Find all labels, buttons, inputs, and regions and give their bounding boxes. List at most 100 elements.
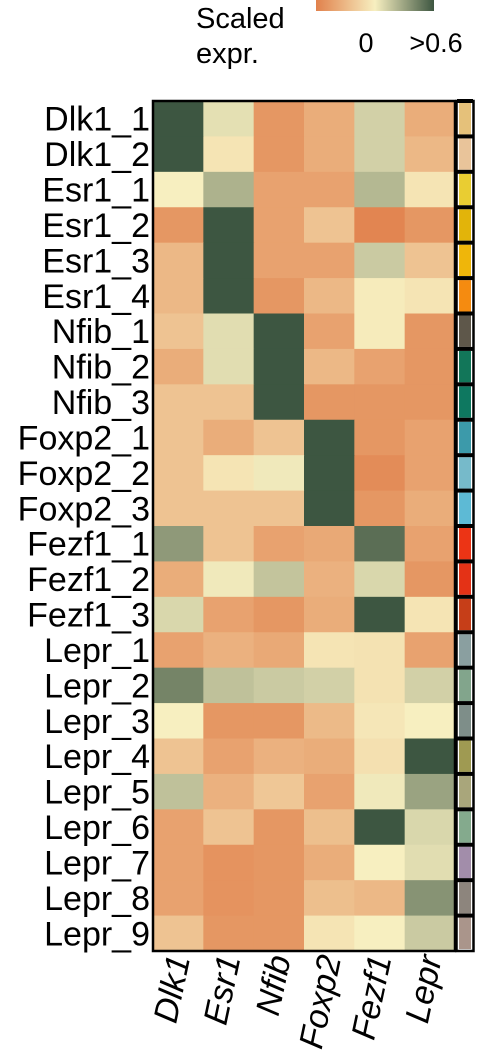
row-label: Foxp2_1	[18, 419, 150, 457]
color-legend: Scaled expr. 0 >0.6	[196, 0, 463, 70]
column-label: Esr1	[197, 952, 249, 1028]
heatmap-cell	[404, 171, 456, 208]
heatmap-cell	[354, 171, 406, 208]
heatmap-cells	[153, 101, 456, 952]
heatmap-cell	[354, 455, 406, 492]
heatmap-cell	[354, 136, 406, 173]
heatmap-cell	[404, 207, 456, 244]
heatmap-cell	[354, 773, 406, 810]
heatmap-cell	[203, 278, 255, 315]
heatmap-cell	[203, 632, 255, 669]
heatmap-cell	[203, 242, 255, 279]
heatmap-cell	[203, 773, 255, 810]
heatmap-cell	[354, 313, 406, 350]
heatmap-cell	[354, 596, 406, 633]
heatmap-cell	[304, 207, 355, 244]
heatmap-cell	[253, 278, 305, 315]
heatmap-cell	[203, 419, 255, 456]
row-label: Lepr_5	[44, 774, 150, 812]
heatmap-cell	[153, 596, 204, 633]
annotation-separator	[457, 382, 473, 387]
row-label: Dlk1_2	[44, 136, 150, 174]
annotation-swatch	[459, 669, 471, 702]
heatmap-cell	[354, 667, 406, 704]
heatmap-cell	[304, 738, 355, 775]
heatmap-cell	[404, 136, 456, 173]
heatmap-cell	[404, 738, 456, 775]
heatmap-border	[151, 99, 457, 953]
heatmap-cell	[153, 880, 204, 917]
heatmap-cell	[153, 526, 204, 563]
heatmap-cell	[354, 278, 406, 315]
heatmap-cell	[153, 384, 204, 421]
row-label: Dlk1_1	[44, 101, 150, 139]
annotation-swatch	[459, 244, 471, 277]
heatmap-cell	[354, 207, 406, 244]
row-label: Foxp2_3	[18, 490, 150, 528]
heatmap-cell	[153, 101, 204, 138]
heatmap-cell	[354, 844, 406, 881]
heatmap-cell	[253, 844, 305, 881]
heatmap-cell	[203, 915, 255, 952]
annotation-swatch	[459, 705, 471, 737]
heatmap-cell	[253, 490, 305, 527]
annotation-swatch	[459, 775, 471, 808]
heatmap-cell	[153, 207, 204, 244]
heatmap-cell	[354, 561, 406, 598]
annotation-separator	[457, 559, 473, 564]
heatmap-cell	[304, 773, 355, 810]
annotation-swatch	[459, 421, 471, 454]
annotation-separator	[457, 453, 473, 458]
heatmap-cell	[253, 632, 305, 669]
heatmap-cell	[153, 561, 204, 598]
heatmap-cell	[203, 596, 255, 633]
annotation-separator	[457, 701, 473, 706]
heatmap-cell	[304, 526, 355, 563]
heatmap-cell	[404, 348, 456, 385]
heatmap-cell	[203, 171, 255, 208]
row-labels: Dlk1_1Dlk1_2Esr1_1Esr1_2Esr1_3Esr1_4Nfib…	[18, 101, 150, 954]
annotation-swatch	[459, 138, 471, 170]
annotation-swatch	[459, 740, 471, 772]
legend-tick-max: >0.6	[409, 28, 462, 58]
annotation-separator	[457, 878, 473, 883]
heatmap-cell	[203, 738, 255, 775]
annotation-separator	[457, 771, 473, 776]
heatmap-cell	[253, 242, 305, 279]
heatmap-cell	[253, 880, 305, 917]
row-label: Esr1_3	[42, 242, 150, 280]
row-label: Lepr_2	[44, 667, 150, 705]
annotation-swatch	[459, 103, 471, 135]
annotation-separator	[457, 169, 473, 174]
heatmap-cell	[304, 632, 355, 669]
row-label: Fezf1_1	[27, 526, 150, 564]
legend-title-line2: expr.	[196, 38, 259, 70]
heatmap-cell	[304, 384, 355, 421]
heatmap-cell	[304, 880, 355, 917]
heatmap-cell	[203, 384, 255, 421]
heatmap-cell	[253, 915, 305, 952]
heatmap-cell	[354, 348, 406, 385]
heatmap-cell	[203, 136, 255, 173]
heatmap-cell	[354, 526, 406, 563]
heatmap-cell	[404, 880, 456, 917]
heatmap-cell	[404, 667, 456, 704]
heatmap-cell	[153, 171, 204, 208]
annotation-border	[455, 99, 475, 953]
row-label: Nfib_2	[52, 349, 150, 387]
heatmap-cell	[153, 313, 204, 350]
heatmap-cell	[203, 844, 255, 881]
heatmap-cell	[153, 419, 204, 456]
heatmap-cell	[203, 703, 255, 740]
annotation-swatch	[459, 528, 471, 560]
heatmap-cell	[153, 844, 204, 881]
heatmap-cell	[404, 490, 456, 527]
heatmap-cell	[153, 242, 204, 279]
annotation-separator	[457, 842, 473, 847]
column-label: Dlk1	[147, 952, 198, 1026]
heatmap-cell	[153, 809, 204, 846]
annotation-swatch	[459, 882, 471, 914]
heatmap-cell	[253, 773, 305, 810]
heatmap-cell	[404, 419, 456, 456]
annotation-swatch	[459, 598, 471, 631]
